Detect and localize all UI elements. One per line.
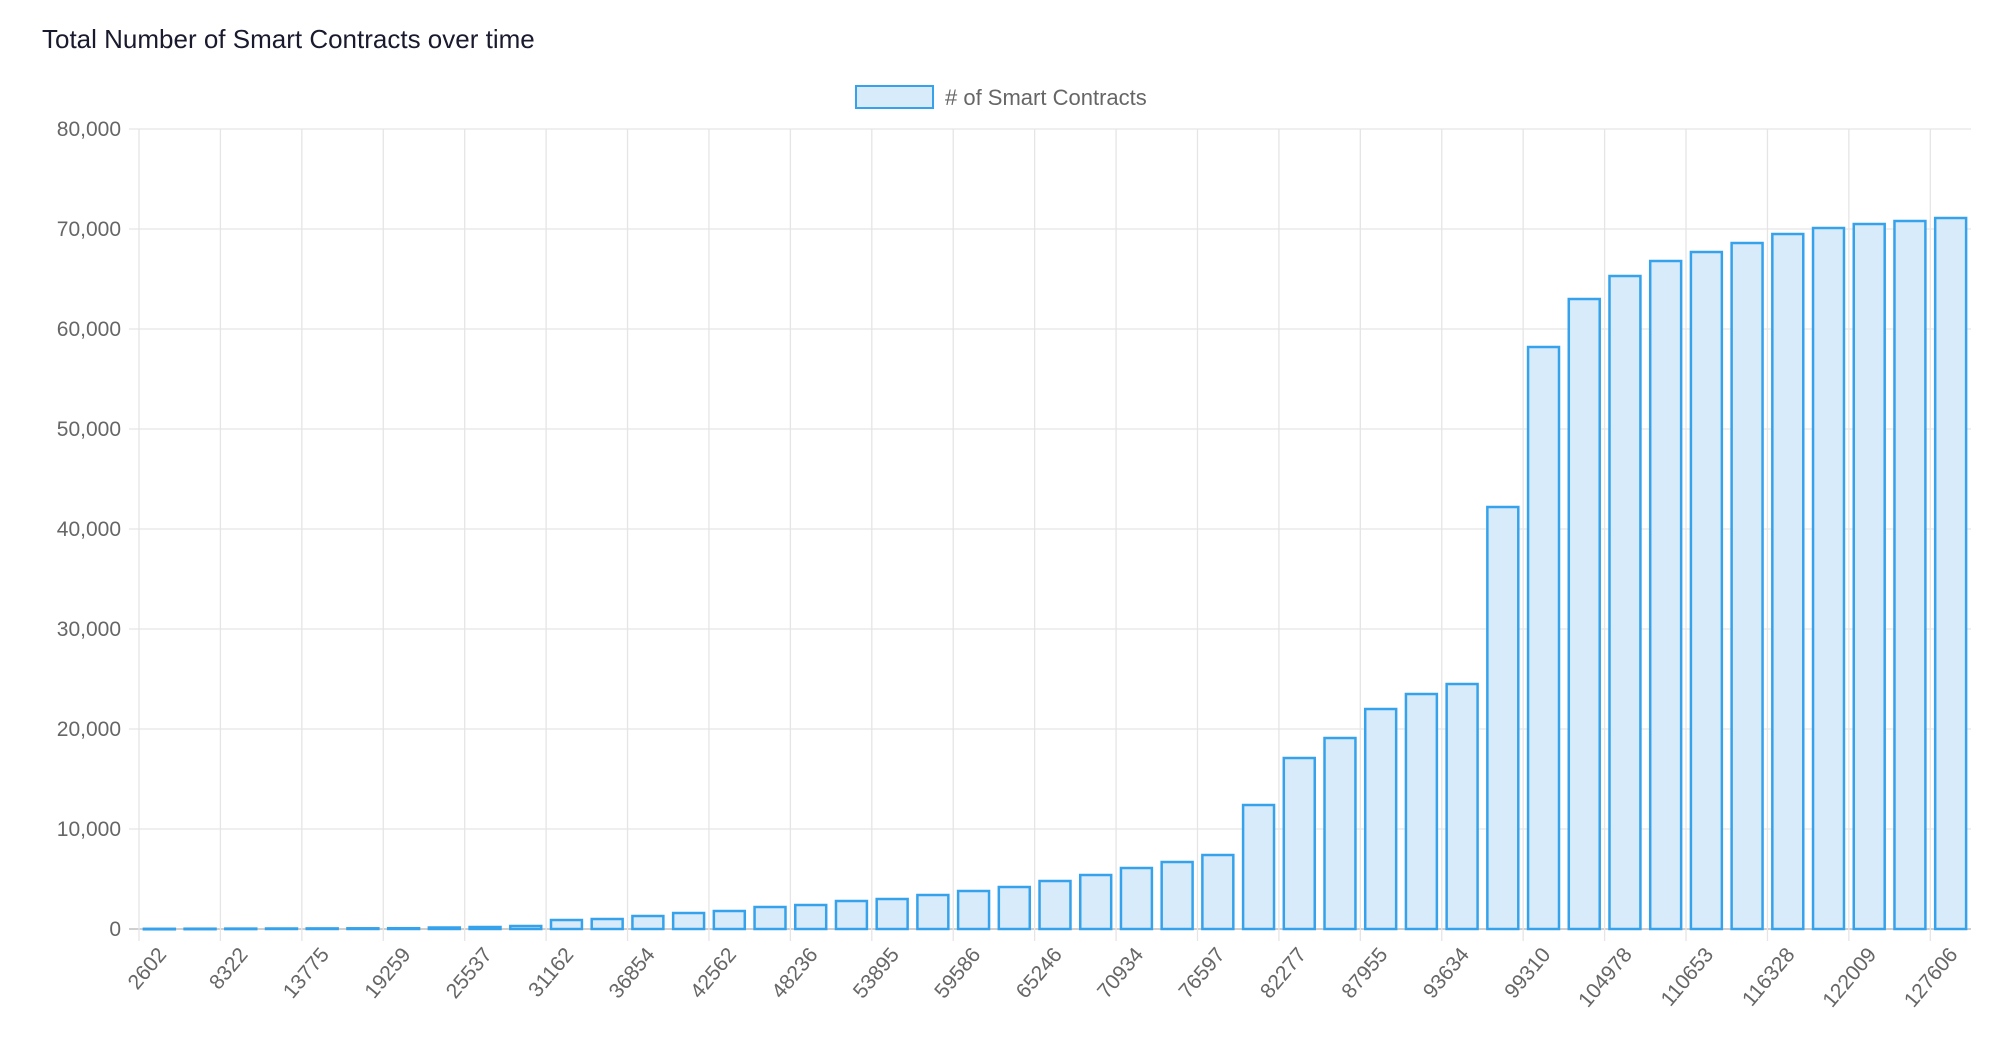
- bar: [712, 909, 747, 931]
- bar: [1404, 692, 1439, 931]
- bar: [1933, 216, 1968, 931]
- x-tick-label: 70934: [1093, 943, 1148, 1003]
- bar: [671, 911, 706, 931]
- chart-title: Total Number of Smart Contracts over tim…: [42, 24, 535, 54]
- bar: [1241, 803, 1276, 931]
- x-tick-label: 25537: [442, 943, 497, 1003]
- bar: [1689, 250, 1724, 931]
- bar: [1486, 505, 1520, 931]
- x-tick-label: 48236: [767, 943, 822, 1003]
- x-tick-label: 8322: [205, 943, 253, 994]
- bar: [631, 914, 665, 931]
- x-tick-label: 2602: [124, 943, 172, 994]
- y-tick-label: 50,000: [57, 418, 121, 441]
- bar: [1852, 222, 1886, 931]
- bar: [305, 927, 339, 931]
- bar: [794, 903, 828, 931]
- bar: [509, 924, 543, 931]
- y-tick-label: 10,000: [57, 818, 121, 841]
- bar: [1811, 226, 1846, 931]
- x-tick-label: 36854: [605, 943, 660, 1003]
- bar: [1201, 853, 1235, 931]
- bar: [1567, 297, 1601, 931]
- bar: [1078, 873, 1113, 931]
- bar: [183, 927, 217, 931]
- bar: [1323, 736, 1357, 931]
- y-tick-label: 80,000: [57, 118, 121, 141]
- x-tick-label: 13775: [279, 943, 334, 1003]
- bar: [753, 905, 787, 931]
- x-tick-label: 122009: [1818, 943, 1881, 1011]
- bar: [224, 927, 258, 931]
- x-tick-label: 110653: [1657, 943, 1719, 1010]
- bar: [1730, 241, 1764, 931]
- bar: [1282, 756, 1316, 931]
- bar: [875, 897, 909, 931]
- bar: [834, 899, 869, 931]
- x-tick-label: 82277: [1256, 943, 1311, 1003]
- x-tick-label: 127606: [1900, 943, 1963, 1011]
- bar: [264, 927, 299, 931]
- legend-label: # of Smart Contracts: [945, 85, 1147, 110]
- bar: [956, 889, 991, 931]
- x-tick-label: 53895: [849, 943, 904, 1003]
- bar: [427, 926, 462, 931]
- x-tick-label: 99310: [1500, 943, 1555, 1003]
- x-tick-label: 87955: [1337, 943, 1392, 1003]
- bar: [1893, 219, 1927, 931]
- bar: [1160, 860, 1194, 931]
- bar: [1608, 274, 1642, 931]
- y-tick-label: 60,000: [57, 318, 121, 341]
- bar: [1771, 232, 1805, 931]
- bar: [916, 893, 950, 931]
- x-tick-label: 116328: [1738, 943, 1800, 1010]
- x-tick-label: 104978: [1574, 943, 1637, 1011]
- x-tick-label: 59586: [930, 943, 985, 1003]
- x-tick-label: 42562: [686, 943, 741, 1003]
- x-tick-label: 65246: [1012, 943, 1067, 1003]
- bar: [386, 926, 421, 931]
- bar: [346, 927, 380, 931]
- bar: [1119, 866, 1154, 931]
- x-tick-label: 31162: [524, 943, 578, 1001]
- bar: [997, 885, 1032, 931]
- bar: [549, 918, 584, 931]
- bar: [1445, 682, 1479, 931]
- x-tick-label: 19259: [360, 943, 415, 1003]
- y-tick-label: 0: [109, 918, 121, 941]
- y-tick-label: 20,000: [57, 718, 121, 741]
- bar: [590, 917, 624, 931]
- bar: [468, 925, 502, 931]
- bar: [142, 927, 177, 931]
- bar: [1363, 707, 1398, 931]
- bar: [1526, 345, 1561, 931]
- legend-swatch: [855, 85, 934, 109]
- y-tick-label: 70,000: [57, 218, 121, 241]
- x-tick-label: 93634: [1419, 943, 1474, 1003]
- x-tick-label: 76597: [1175, 943, 1230, 1003]
- bar: [1648, 259, 1683, 931]
- bar: [1038, 879, 1072, 931]
- y-tick-label: 30,000: [57, 618, 121, 641]
- y-tick-label: 40,000: [57, 518, 121, 541]
